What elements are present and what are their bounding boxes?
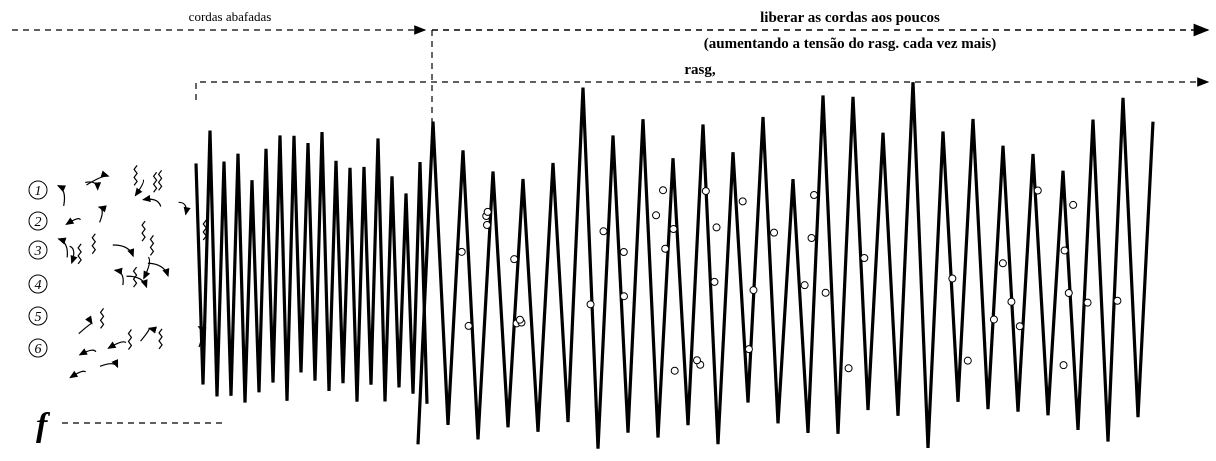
note-dot [619,248,628,257]
note-dot [1015,322,1024,331]
gesture-arrow [178,201,191,216]
note-dot [744,345,753,354]
string-number: 3 [34,244,42,259]
note-dot [770,228,779,237]
squiggle [91,233,97,255]
note-dot [483,207,492,216]
note-dot [1069,200,1078,209]
note-dot [710,277,719,286]
squiggle [149,234,155,256]
gesture-arrow [143,256,151,280]
squiggle [133,165,138,186]
gesture-arrow [85,181,102,191]
note-dot [821,288,830,297]
string-number: 5 [35,310,42,325]
note-dot [693,356,701,365]
note-dot [989,315,998,324]
gesture-arrow [147,262,170,278]
string-ring [28,338,48,358]
release-label: liberar as cordas aos poucos [760,10,940,26]
note-dot [1060,246,1069,255]
note-dot [1033,186,1042,195]
note-dot [860,254,869,263]
note-dot [998,259,1007,268]
squiggle [157,169,163,191]
note-dot [844,364,853,373]
gesture-arrow [57,237,68,258]
note-dot [586,300,595,309]
note-dot [712,223,721,232]
note-dot [1083,298,1092,307]
note-dot [963,356,972,365]
string-number: 4 [35,278,42,293]
gesture-arrow [69,245,78,265]
note-dot [1064,288,1073,297]
squiggle [152,171,158,193]
note-dot [464,321,473,330]
note-dot [701,187,710,196]
gesture-arrow [112,244,135,258]
squiggle [77,243,82,265]
squiggle [141,220,146,242]
note-dot [1059,361,1068,370]
note-dot [515,315,524,324]
release-note: (aumentando a tensão do rasg. cada vez m… [704,36,997,52]
note-dot [619,292,628,301]
gesture-arrow [113,267,124,286]
gesture-arrow [56,185,67,207]
string-ring [28,211,48,231]
gesture-arrow [107,341,127,349]
gesture-arrow [99,359,119,369]
layout [12,23,1210,424]
note-dot [483,220,492,229]
string-number: 2 [35,215,42,230]
note-dot [659,186,668,195]
note-dot [749,286,758,295]
strum-label: rasg, [684,62,715,78]
gesture-arrow [142,194,162,207]
string-number: 6 [35,342,42,357]
squiggle [99,307,105,329]
squiggle [127,329,133,350]
squiggle [158,328,163,350]
gesture-arrow [65,217,81,226]
string-ring [28,180,48,200]
string-ring [28,306,48,326]
note-dot [669,225,678,234]
note-dot [738,197,747,206]
note-dot [1007,297,1016,306]
gesture-arrow [78,348,97,356]
gesture-arrow [69,370,87,379]
muted-label: cordas abafadas [189,9,272,24]
note-dot [810,190,819,199]
note-dot [1113,296,1122,305]
note-dot [807,234,816,243]
note-dot [948,274,957,283]
note-dot [510,255,519,264]
note-dot [457,247,466,256]
note-dot [599,227,608,236]
note-dot [652,211,661,220]
note-dot [661,244,670,253]
note-dot [670,366,679,375]
string-number: 1 [35,184,42,199]
dynamic-label: f [36,407,51,444]
string-ring [28,240,48,260]
gesture-arrow [78,315,93,335]
open-strums [416,82,1155,449]
gesture-arrow [140,326,157,342]
strum-arrow [195,77,1210,100]
gesture-arrow [86,170,110,186]
gesture-arrow [134,179,145,197]
string-ring [28,274,48,294]
gesture-arrow [126,275,148,289]
gesture-arrow [97,205,107,223]
muted-strums [194,130,429,404]
note-dot [800,281,809,290]
